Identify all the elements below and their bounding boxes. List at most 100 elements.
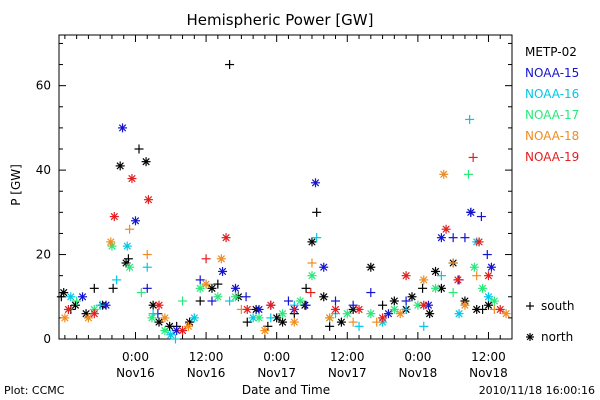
data-point-south xyxy=(448,258,458,268)
data-point-north xyxy=(478,283,488,293)
data-point-north xyxy=(160,326,170,336)
y-tick-label: 20 xyxy=(36,248,51,262)
data-point-north xyxy=(207,283,217,293)
data-point-north xyxy=(325,313,335,323)
data-point-south xyxy=(134,144,144,154)
data-points xyxy=(56,60,511,344)
data-point-north xyxy=(118,123,128,133)
data-point-north xyxy=(260,326,270,336)
data-point-north xyxy=(419,300,429,310)
x-tick-time-label: 0:00 xyxy=(404,350,431,364)
data-point-south xyxy=(419,321,429,331)
data-point-south xyxy=(242,317,252,327)
data-point-south xyxy=(241,292,251,302)
data-point-south xyxy=(283,296,293,306)
footer-plot-credit: Plot: CCMC xyxy=(4,384,65,397)
legend-series-label: NOAA-15 xyxy=(525,66,579,80)
data-point-north xyxy=(141,157,151,167)
data-point-north xyxy=(383,309,393,319)
data-point-north xyxy=(342,309,352,319)
data-point-north xyxy=(419,275,429,285)
data-point-north xyxy=(454,309,464,319)
x-tick-date-label: Nov17 xyxy=(257,366,296,380)
data-point-south xyxy=(56,292,66,302)
data-point-north xyxy=(336,317,346,327)
x-tick-date-label: Nov16 xyxy=(187,366,226,380)
data-point-north xyxy=(201,279,211,289)
data-point-north xyxy=(70,300,80,310)
data-point-north xyxy=(165,321,175,331)
data-point-south xyxy=(207,296,217,306)
data-point-south xyxy=(125,224,135,234)
data-point-north xyxy=(307,271,317,281)
data-point-north xyxy=(63,304,73,314)
legend-series-label: NOAA-19 xyxy=(525,150,579,164)
legend-series-label: METP-02 xyxy=(525,45,577,59)
data-point-north xyxy=(460,300,470,310)
data-point-north xyxy=(311,178,321,188)
data-point-north xyxy=(319,262,329,272)
data-point-north xyxy=(389,296,399,306)
data-point-south xyxy=(448,288,458,298)
data-point-north xyxy=(407,292,417,302)
data-point-north xyxy=(242,304,252,314)
data-point-south xyxy=(401,296,411,306)
data-point-south xyxy=(348,300,358,310)
data-point-north xyxy=(436,283,446,293)
x-tick-time-label: 12:00 xyxy=(471,350,506,364)
data-point-south xyxy=(354,321,364,331)
x-axis: 0:00 Nov16 12:00 Nov16 0:00 Nov17 12:00 Nov17 0:… xyxy=(64,35,513,380)
data-point-north xyxy=(474,237,484,247)
data-point-south xyxy=(325,321,335,331)
data-point-north xyxy=(366,309,376,319)
legend: METP-02 NOAA-15 NOAA-16 NOAA-17 NOAA-18 NOAA-… xyxy=(525,45,579,344)
legend-marker-label: south xyxy=(541,299,575,313)
data-point-north xyxy=(354,304,364,314)
data-point-south xyxy=(95,300,105,310)
data-point-north xyxy=(60,313,70,323)
footer-timestamp: 2010/11/18 16:00:16 xyxy=(479,384,595,397)
x-tick-date-label: Nov18 xyxy=(399,366,438,380)
data-point-south xyxy=(463,169,473,179)
x-tick-time-label: 12:00 xyxy=(330,350,365,364)
data-point-south xyxy=(478,304,488,314)
data-point-south xyxy=(289,304,299,314)
data-point-south xyxy=(472,271,482,281)
data-point-north xyxy=(483,292,493,302)
data-point-north xyxy=(89,309,99,319)
y-axis-label: P [GW] xyxy=(9,164,23,206)
data-point-north xyxy=(495,304,505,314)
data-point-south xyxy=(142,250,152,260)
data-point-north xyxy=(389,304,399,314)
data-point-south xyxy=(526,302,534,310)
data-point-south xyxy=(460,233,470,243)
data-point-north xyxy=(431,283,441,293)
data-point-north xyxy=(78,292,88,302)
data-point-north xyxy=(147,313,157,323)
data-point-north xyxy=(453,275,463,285)
legend-series-label: NOAA-18 xyxy=(525,129,579,143)
data-point-north xyxy=(230,283,240,293)
x-tick-date-label: Nov16 xyxy=(116,366,155,380)
data-point-north xyxy=(483,271,493,281)
data-point-north xyxy=(59,288,69,298)
data-point-north xyxy=(115,161,125,171)
data-point-north xyxy=(307,237,317,247)
x-tick-time-label: 0:00 xyxy=(122,350,149,364)
data-point-north xyxy=(213,292,223,302)
data-point-north xyxy=(469,262,479,272)
data-point-north xyxy=(319,292,329,302)
data-point-north xyxy=(331,304,341,314)
data-point-north xyxy=(183,321,193,331)
data-point-south xyxy=(213,279,223,289)
data-point-north xyxy=(127,174,137,184)
data-point-north xyxy=(401,271,411,281)
data-point-south xyxy=(312,207,322,217)
data-point-north xyxy=(160,313,170,323)
data-point-south xyxy=(178,296,188,306)
data-point-south xyxy=(266,313,276,323)
data-point-north xyxy=(154,300,164,310)
data-point-south xyxy=(108,283,118,293)
data-point-north xyxy=(254,304,264,314)
data-point-south xyxy=(476,212,486,222)
